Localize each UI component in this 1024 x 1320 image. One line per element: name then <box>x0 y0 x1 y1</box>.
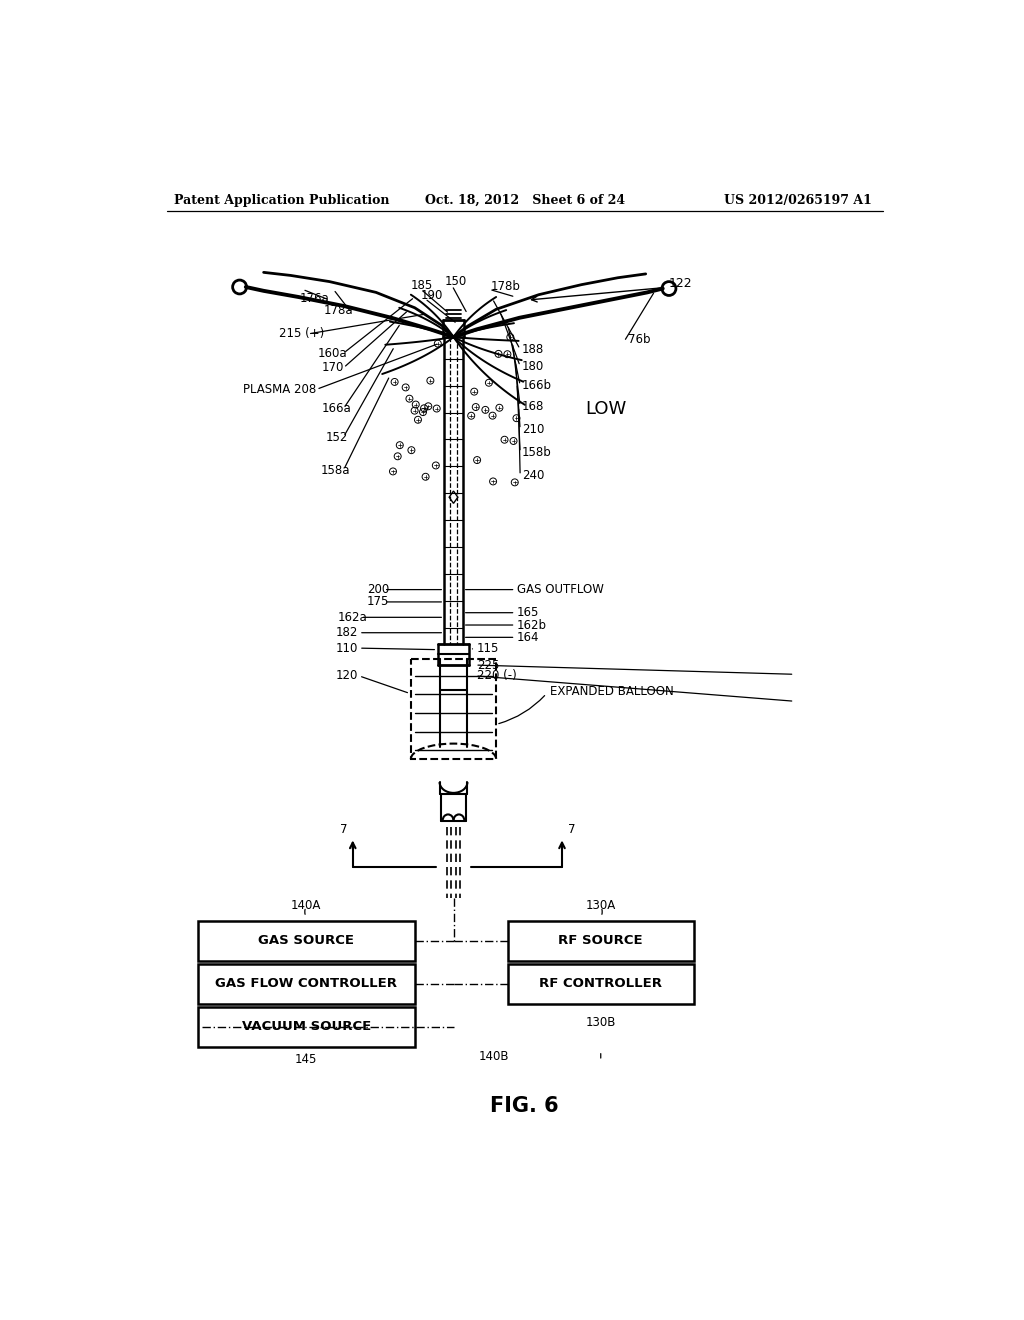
Text: 180: 180 <box>521 360 544 372</box>
Text: RF CONTROLLER: RF CONTROLLER <box>540 977 663 990</box>
Text: 170: 170 <box>322 362 344 375</box>
Text: 122: 122 <box>669 277 692 289</box>
Text: 166b: 166b <box>521 379 552 392</box>
Text: 178b: 178b <box>490 280 520 293</box>
Text: 110: 110 <box>336 642 358 655</box>
Text: 120: 120 <box>336 669 358 682</box>
Text: GAS FLOW CONTROLLER: GAS FLOW CONTROLLER <box>215 977 397 990</box>
Text: 200: 200 <box>367 583 389 597</box>
Text: 160a: 160a <box>317 347 347 360</box>
Text: VACUUM SOURCE: VACUUM SOURCE <box>242 1020 371 1034</box>
Text: 168: 168 <box>521 400 544 413</box>
Text: 178a: 178a <box>324 305 353 317</box>
Text: 182: 182 <box>336 626 358 639</box>
Text: 140B: 140B <box>478 1049 509 1063</box>
Text: 190: 190 <box>420 289 442 302</box>
Text: 165: 165 <box>517 606 540 619</box>
Text: 175: 175 <box>367 595 389 609</box>
Text: 240: 240 <box>521 469 544 482</box>
Text: 225: 225 <box>477 659 499 672</box>
Text: 162b: 162b <box>517 619 547 631</box>
Text: RF SOURCE: RF SOURCE <box>558 935 643 948</box>
Text: 7: 7 <box>340 824 347 837</box>
Bar <box>508 964 693 1003</box>
Text: 176a: 176a <box>300 292 330 305</box>
Bar <box>198 1007 415 1047</box>
Text: 115: 115 <box>477 642 499 655</box>
Text: EXPANDED BALLOON: EXPANDED BALLOON <box>550 685 674 698</box>
Bar <box>198 964 415 1003</box>
Text: LOW: LOW <box>586 400 627 417</box>
Text: 140A: 140A <box>291 899 322 912</box>
Text: Oct. 18, 2012   Sheet 6 of 24: Oct. 18, 2012 Sheet 6 of 24 <box>425 194 625 207</box>
Text: 210: 210 <box>521 422 544 436</box>
Text: 215 (+): 215 (+) <box>280 327 325 341</box>
Text: PLASMA 208: PLASMA 208 <box>243 383 316 396</box>
Text: 158a: 158a <box>321 463 350 477</box>
Text: GAS OUTFLOW: GAS OUTFLOW <box>517 583 604 597</box>
Text: 158b: 158b <box>521 446 552 459</box>
Text: 145: 145 <box>295 1053 317 1065</box>
Text: 7: 7 <box>567 824 575 837</box>
Bar <box>411 659 496 759</box>
Text: 185: 185 <box>411 279 433 292</box>
Text: 220 (-): 220 (-) <box>477 669 516 682</box>
Text: GAS SOURCE: GAS SOURCE <box>258 935 354 948</box>
Bar <box>508 921 693 961</box>
Text: 164: 164 <box>517 631 540 644</box>
Text: 76b: 76b <box>628 333 650 346</box>
Bar <box>198 921 415 961</box>
Text: FIG. 6: FIG. 6 <box>490 1096 559 1115</box>
Text: 130B: 130B <box>586 1016 616 1028</box>
Text: 162a: 162a <box>337 611 367 624</box>
Text: 166a: 166a <box>322 403 351 416</box>
Text: 188: 188 <box>521 343 544 356</box>
Text: 130A: 130A <box>586 899 615 912</box>
Text: US 2012/0265197 A1: US 2012/0265197 A1 <box>724 194 872 207</box>
Text: Patent Application Publication: Patent Application Publication <box>174 194 390 207</box>
Text: 152: 152 <box>326 430 348 444</box>
Text: 150: 150 <box>444 275 467 288</box>
